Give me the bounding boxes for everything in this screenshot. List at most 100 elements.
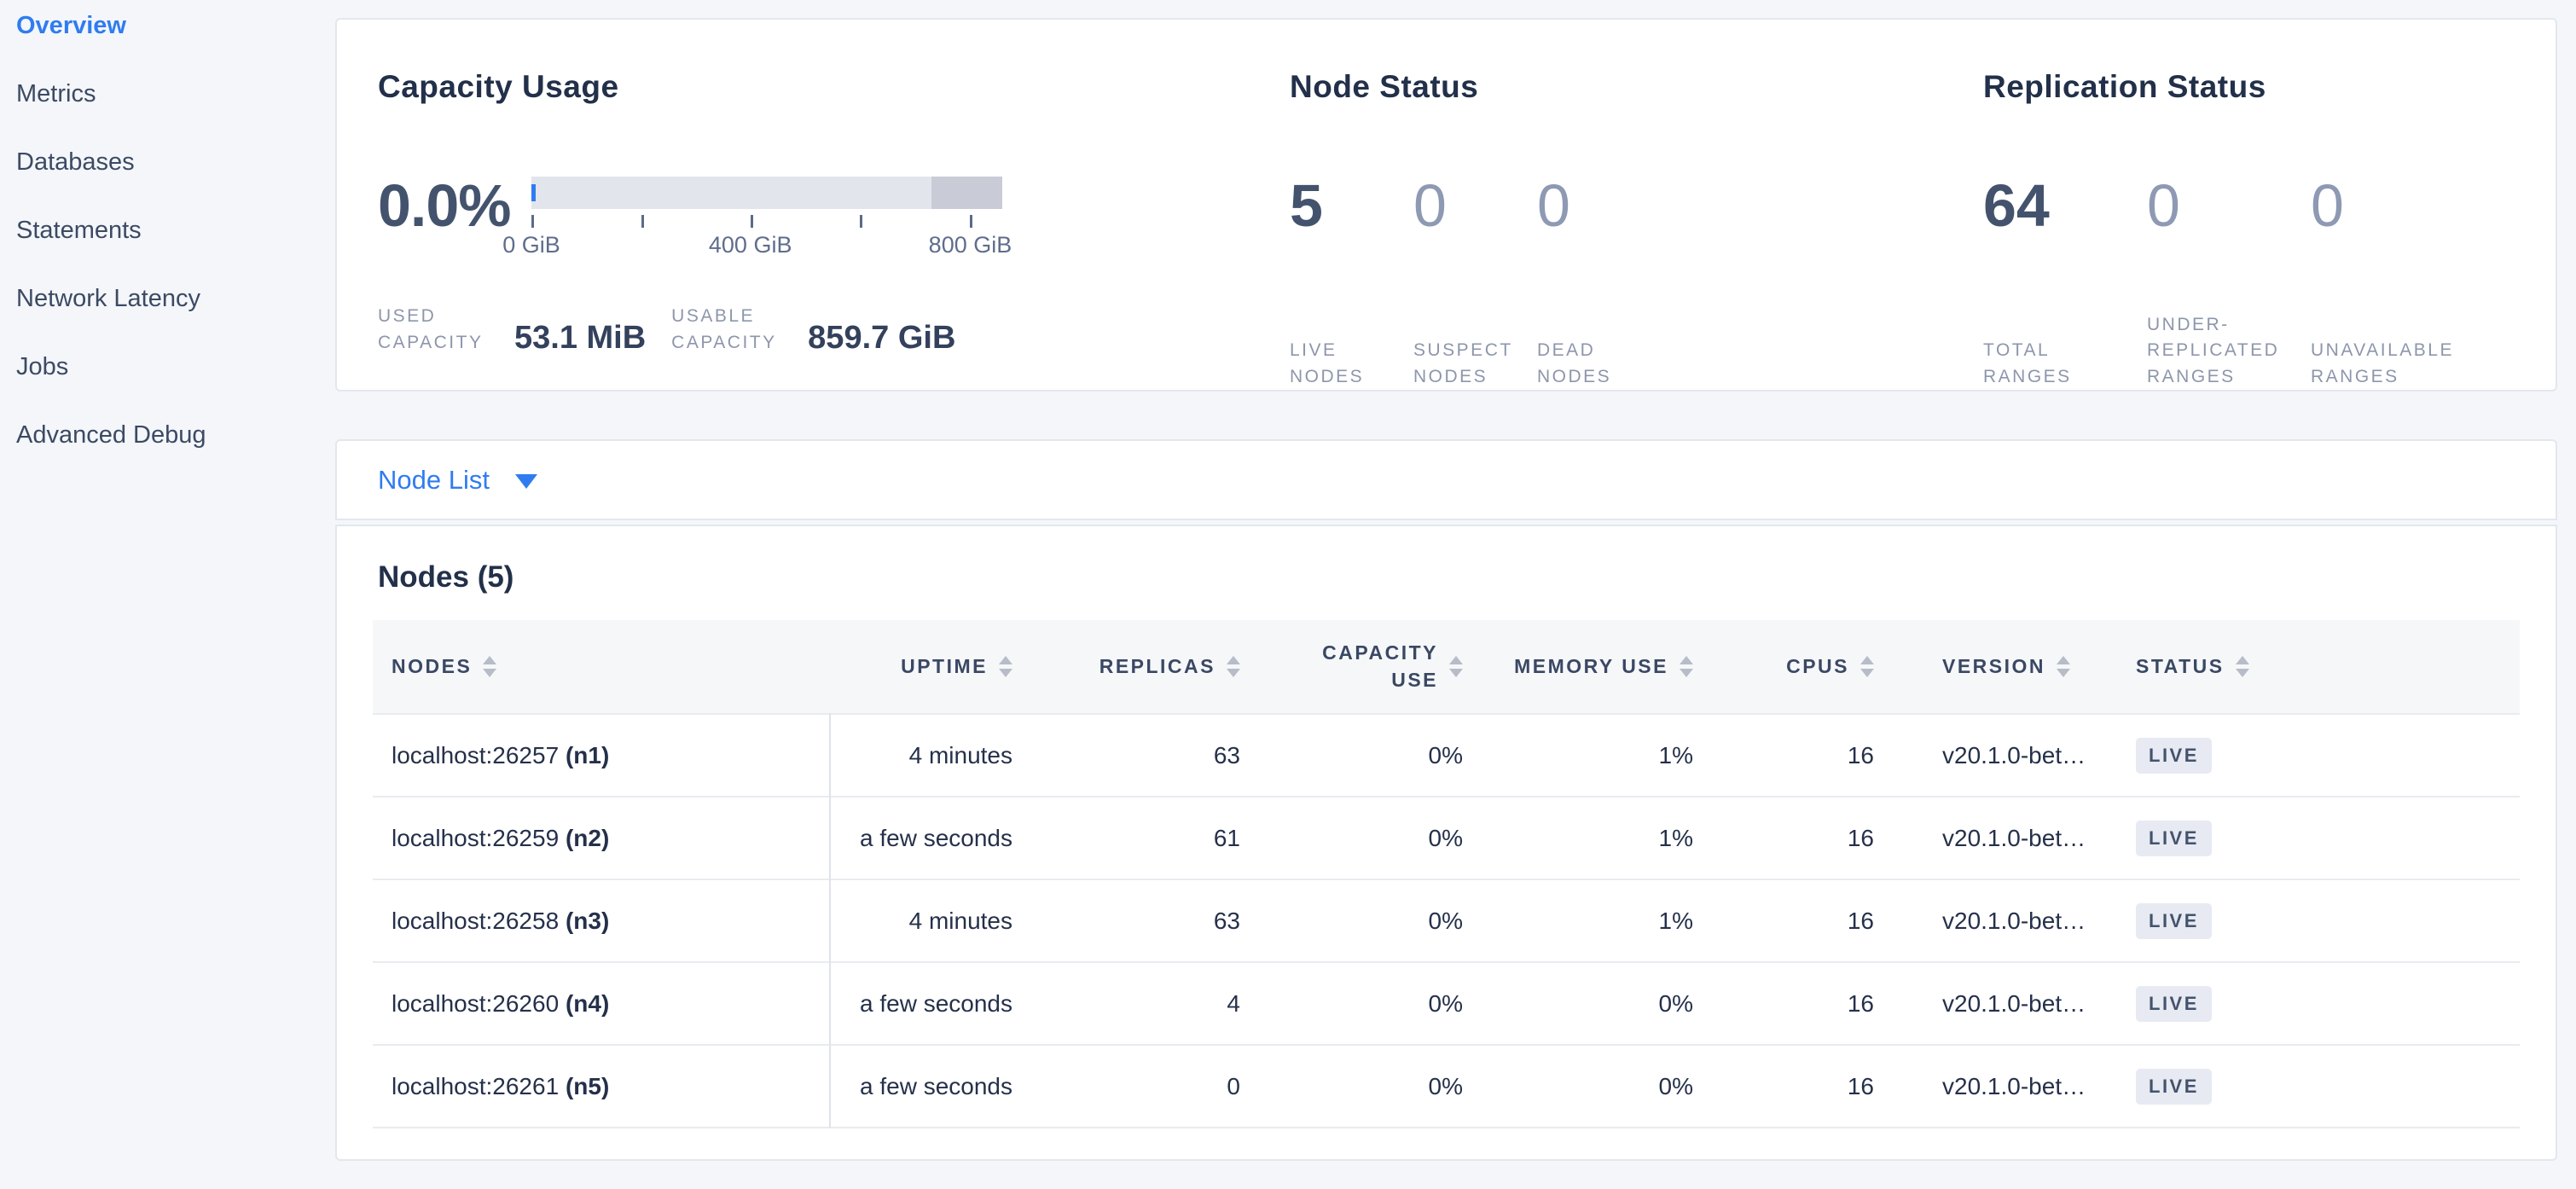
axis-tick: [750, 215, 753, 228]
suspect-nodes-label: SUSPECT NODES: [1413, 340, 1513, 386]
status-cell: LIVE: [2103, 797, 2520, 879]
capacity-bar-used-segment: [531, 184, 536, 201]
total-ranges-label: TOTAL RANGES: [1983, 340, 2072, 386]
used-capacity-value: 53.1 MiB: [514, 320, 647, 357]
cpus-cell: 16: [1847, 907, 1874, 934]
column-header-nodes[interactable]: NODES: [373, 620, 830, 714]
node-name-cell[interactable]: localhost:26260 (n4): [373, 962, 831, 1045]
unavailable-ranges-value: 0: [2311, 172, 2344, 239]
uptime-cell: 4 minutes: [908, 741, 1012, 768]
column-header-status[interactable]: STATUS: [2103, 620, 2520, 714]
sort-icon: [999, 656, 1012, 677]
node-name-cell[interactable]: localhost:26257 (n1): [373, 714, 831, 797]
dead-nodes-stat: 0 DEAD NODES: [1537, 173, 1661, 390]
sort-icon: [483, 656, 497, 677]
total-ranges-value: 64: [1983, 172, 2050, 239]
cpus-cell: 16: [1847, 989, 1874, 1017]
replicas-cell: 61: [1213, 824, 1240, 851]
live-nodes-value: 5: [1290, 172, 1323, 239]
nodes-table-card: Nodes (5) NODES UPTIME REPLICAS: [335, 525, 2557, 1161]
capacity-use-cell: 0%: [1428, 1072, 1463, 1099]
column-header-version[interactable]: VERSION: [1898, 620, 2103, 714]
node-id: (n2): [565, 824, 610, 851]
table-row-node-3: localhost:26258 (n3) 4 minutes 63 0% 1% …: [373, 879, 2520, 962]
uptime-cell: 4 minutes: [908, 907, 1012, 934]
table-row-node-2: localhost:26259 (n2) a few seconds 61 0%…: [373, 797, 2520, 879]
node-list-dropdown-label: Node List: [378, 464, 490, 495]
node-address: localhost:26259: [392, 824, 560, 851]
table-row-node-5: localhost:26261 (n5) a few seconds 0 0% …: [373, 1045, 2520, 1128]
uptime-cell: a few seconds: [860, 989, 1012, 1017]
status-cell: LIVE: [2103, 714, 2520, 797]
replication-status-body: 64 TOTAL RANGES 0 UNDER-REPLICATED RANGE…: [1983, 173, 2521, 390]
status-cell: LIVE: [2103, 879, 2520, 962]
axis-label-800gib: 800 GiB: [928, 232, 1012, 258]
version-cell: v20.1.0-bet…: [1942, 741, 2086, 768]
capacity-used-percent: 0.0%: [378, 172, 512, 239]
replicas-cell: 63: [1213, 741, 1240, 768]
sidebar-item-jobs[interactable]: Jobs: [16, 353, 69, 380]
live-nodes-label: LIVE NODES: [1290, 340, 1365, 386]
node-status-section: Node Status 5 LIVE NODES 0 SUSPECT NODES…: [1290, 69, 1983, 390]
axis-tick: [531, 215, 534, 228]
status-badge: LIVE: [2136, 985, 2212, 1022]
node-name-cell[interactable]: localhost:26258 (n3): [373, 879, 831, 962]
status-badge: LIVE: [2136, 902, 2212, 939]
capacity-use-cell: 0%: [1428, 989, 1463, 1017]
node-id: (n4): [565, 989, 610, 1017]
status-badge: LIVE: [2136, 737, 2212, 774]
capacity-bar-other-usage-segment: [931, 177, 1002, 209]
column-header-capacity-use[interactable]: CAPACITY USE: [1258, 620, 1488, 714]
column-label: NODES: [392, 655, 473, 677]
nodes-table: NODES UPTIME REPLICAS CAPACITY USE MEMOR…: [373, 620, 2520, 1128]
used-capacity-label: USED CAPACITY: [378, 306, 484, 352]
dead-nodes-value: 0: [1537, 172, 1570, 239]
column-header-uptime[interactable]: UPTIME: [830, 620, 1030, 714]
column-header-cpus[interactable]: CPUS: [1719, 620, 1898, 714]
node-name-cell[interactable]: localhost:26261 (n5): [373, 1045, 831, 1128]
node-address: localhost:26261: [392, 1072, 560, 1099]
nodes-table-title: Nodes (5): [378, 560, 514, 594]
axis-tick: [970, 215, 973, 228]
status-cell: LIVE: [2103, 1045, 2520, 1128]
unavailable-ranges-stat: 0 UNAVAILABLE RANGES: [2311, 173, 2474, 390]
axis-label-0gib: 0 GiB: [502, 232, 560, 258]
cpus-cell: 16: [1847, 824, 1874, 851]
used-capacity-stat: USED CAPACITY 53.1 MiB: [378, 304, 671, 356]
replication-status-title: Replication Status: [1983, 69, 2266, 104]
view-selector-bar: Node List: [335, 439, 2557, 520]
capacity-usage-body: 0.0%: [378, 173, 1290, 356]
total-ranges-stat: 64 TOTAL RANGES: [1983, 173, 2147, 390]
memory-use-cell: 1%: [1658, 824, 1693, 851]
uptime-cell: a few seconds: [860, 1072, 1012, 1099]
table-row-node-4: localhost:26260 (n4) a few seconds 4 0% …: [373, 962, 2520, 1045]
usable-capacity-label: USABLE CAPACITY: [671, 306, 777, 352]
sidebar-item-network-latency[interactable]: Network Latency: [16, 285, 200, 312]
sidebar-item-advanced-debug[interactable]: Advanced Debug: [16, 421, 206, 449]
column-label: CAPACITY USE: [1322, 641, 1438, 691]
node-id: (n3): [565, 907, 610, 934]
sort-icon: [2235, 656, 2249, 677]
node-name-cell[interactable]: localhost:26259 (n2): [373, 797, 831, 879]
cpus-cell: 16: [1847, 1072, 1874, 1099]
suspect-nodes-stat: 0 SUSPECT NODES: [1413, 173, 1537, 390]
sidebar-item-overview[interactable]: Overview: [16, 12, 126, 39]
column-header-replicas[interactable]: REPLICAS: [1030, 620, 1258, 714]
replication-status-section: Replication Status 64 TOTAL RANGES 0 UND…: [1983, 69, 2521, 390]
sidebar-item-statements[interactable]: Statements: [16, 217, 142, 244]
sidebar-item-databases[interactable]: Databases: [16, 148, 135, 176]
sidebar-item-metrics[interactable]: Metrics: [16, 80, 96, 107]
status-cell: LIVE: [2103, 962, 2520, 1045]
cluster-summary-card: Capacity Usage 0.0%: [335, 18, 2557, 392]
capacity-use-cell: 0%: [1428, 824, 1463, 851]
unavailable-ranges-label: UNAVAILABLE RANGES: [2311, 340, 2454, 386]
node-list-dropdown[interactable]: Node List: [378, 465, 537, 496]
table-row-node-1: localhost:26257 (n1) 4 minutes 63 0% 1% …: [373, 714, 2520, 797]
cpus-cell: 16: [1847, 741, 1874, 768]
node-address: localhost:26260: [392, 989, 560, 1017]
axis-tick: [641, 215, 644, 228]
usable-capacity-value: 859.7 GiB: [808, 320, 956, 357]
column-header-memory-use[interactable]: MEMORY USE: [1488, 620, 1719, 714]
capacity-bar-track: [531, 177, 1002, 209]
capacity-use-cell: 0%: [1428, 741, 1463, 768]
